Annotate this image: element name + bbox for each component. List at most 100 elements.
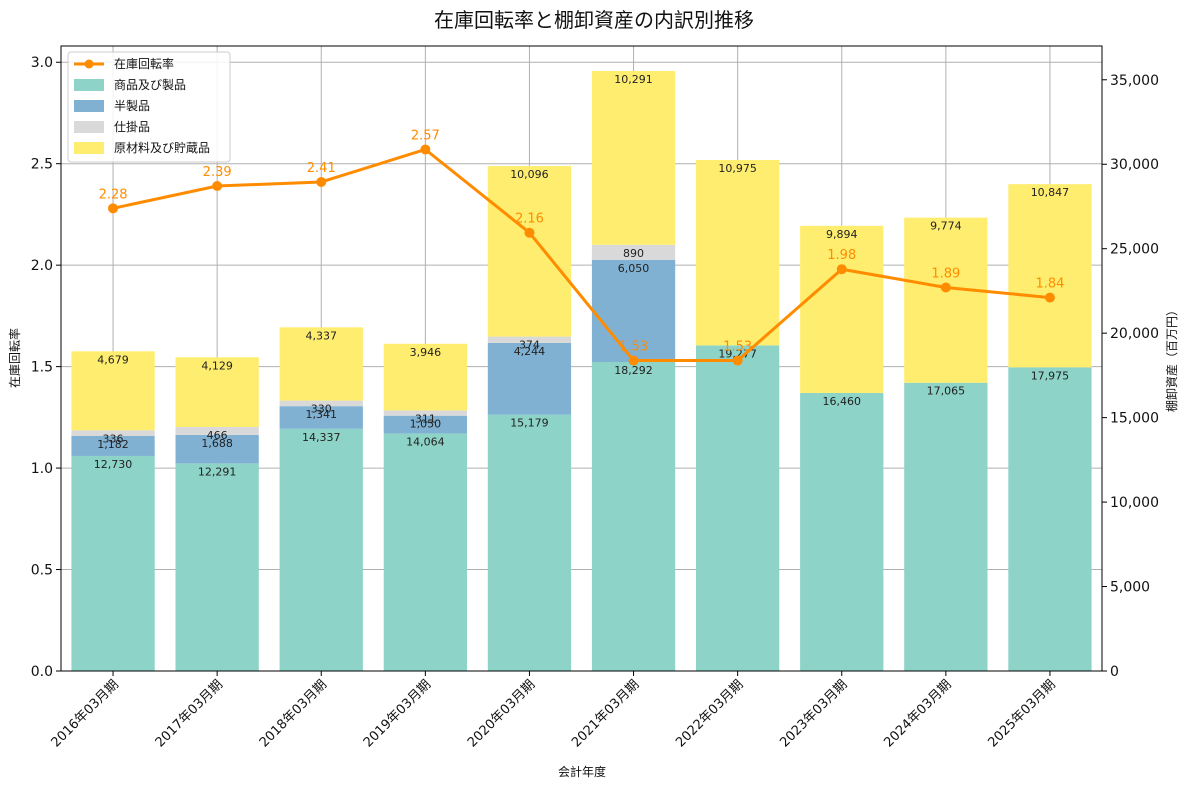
bar-segment xyxy=(1008,184,1092,368)
bar-segment xyxy=(71,455,155,671)
rate-value-label: 2.28 xyxy=(99,187,128,202)
bar-value-label: 3,946 xyxy=(410,346,442,359)
y-tick-label-right: 15,000 xyxy=(1110,411,1159,427)
bar-value-label: 4,244 xyxy=(514,345,546,358)
rate-point xyxy=(212,181,223,192)
bar-value-label: 10,291 xyxy=(614,73,653,86)
bar-value-label: 10,847 xyxy=(1031,186,1070,199)
y-tick-label-right: 25,000 xyxy=(1110,242,1159,258)
bar-segment xyxy=(175,434,259,464)
y-tick-label-left: 3.0 xyxy=(31,55,53,71)
bar-segment xyxy=(487,336,572,343)
legend-label: 原材料及び貯蔵品 xyxy=(114,141,210,155)
bar-value-label: 14,064 xyxy=(406,435,445,448)
chart-title: 在庫回転率と棚卸資産の内訳別推移 xyxy=(434,8,754,32)
bar-value-label: 9,774 xyxy=(930,220,962,233)
bar-value-label: 10,096 xyxy=(510,168,549,181)
bar-segment xyxy=(383,410,467,416)
bar-segment xyxy=(383,343,467,411)
y-tick-label-right: 5,000 xyxy=(1110,580,1150,596)
bar-value-label: 311 xyxy=(415,412,436,425)
rate-value-label: 1.89 xyxy=(931,266,960,281)
bar-segment xyxy=(383,433,467,671)
bar-segment xyxy=(591,362,676,671)
bar-value-label: 17,065 xyxy=(927,385,966,398)
rate-polyline xyxy=(112,147,1051,363)
y-tick-label-left: 0.0 xyxy=(31,664,53,680)
bar-value-label: 4,129 xyxy=(201,359,233,372)
bar-segment xyxy=(279,327,363,401)
rate-point xyxy=(316,176,327,187)
x-tick-label: 2017年03月期 xyxy=(153,677,226,750)
bar-segment xyxy=(487,166,572,337)
bars xyxy=(71,70,1092,671)
rate-value-label: 1.53 xyxy=(619,340,648,355)
bar-value-label: 890 xyxy=(623,247,644,260)
bar-value-label: 336 xyxy=(103,432,124,445)
rate-point xyxy=(524,227,535,238)
legend-label: 在庫回転率 xyxy=(114,56,174,71)
bar-segment xyxy=(904,382,988,671)
rate-point xyxy=(420,144,431,155)
y-tick-label-right: 10,000 xyxy=(1110,495,1159,511)
bar-segment xyxy=(279,400,363,407)
y-tick-label-left: 2.5 xyxy=(31,157,53,173)
y-axis-label-left: 在庫回転率 xyxy=(7,328,22,388)
bar-segment xyxy=(383,415,467,434)
bar-value-label: 1,688 xyxy=(201,437,233,450)
y-tick-label-left: 1.5 xyxy=(31,360,53,376)
x-axis-label: 会計年度 xyxy=(558,764,606,779)
bar-value-label: 1,182 xyxy=(97,438,129,451)
bar-segment xyxy=(175,463,259,671)
rate-value-label: 1.98 xyxy=(827,248,856,263)
legend-label: 半製品 xyxy=(114,99,150,113)
x-tick-label: 2023年03月期 xyxy=(777,677,850,750)
bar-value-label: 12,291 xyxy=(198,465,237,478)
bar-value-label: 374 xyxy=(519,339,540,352)
bar-segment xyxy=(696,345,780,671)
bar-value-label: 4,337 xyxy=(306,329,338,342)
bar-value-label: 4,679 xyxy=(97,353,129,366)
rate-value-label: 2.41 xyxy=(307,161,336,176)
bar-value-label: 16,460 xyxy=(823,395,862,408)
bar-value-label: 15,179 xyxy=(510,417,549,430)
legend-swatch xyxy=(74,100,104,112)
rate-value-label: 2.39 xyxy=(203,165,232,180)
rate-value-label: 2.57 xyxy=(411,128,440,143)
x-tick-label: 2020年03月期 xyxy=(465,677,538,750)
bar-segment xyxy=(71,436,155,456)
bar-value-label: 330 xyxy=(311,403,332,416)
y-tick-label-right: 35,000 xyxy=(1110,73,1159,89)
bar-segment xyxy=(591,244,676,260)
rate-value-label: 2.16 xyxy=(515,212,544,227)
bar-segment xyxy=(591,70,676,245)
y-tick-label-right: 20,000 xyxy=(1110,326,1159,342)
bar-value-label: 12,730 xyxy=(94,458,133,471)
bar-segment xyxy=(696,159,780,346)
y-tick-label-left: 1.0 xyxy=(31,461,53,477)
y-axis-label-right: 棚卸資産（百万円） xyxy=(1164,304,1179,412)
y-tick-label-left: 0.5 xyxy=(31,563,53,579)
bar-segment xyxy=(800,225,884,393)
bar-value-label: 14,337 xyxy=(302,431,341,444)
x-tick-label: 2024年03月期 xyxy=(881,677,954,750)
legend-label: 商品及び製品 xyxy=(114,77,186,92)
x-tick-label: 2018年03月期 xyxy=(257,677,330,750)
rate-value-label: 1.84 xyxy=(1035,277,1064,292)
x-tick-label: 2016年03月期 xyxy=(49,677,122,750)
x-tick-label: 2025年03月期 xyxy=(985,677,1058,750)
bar-value-label: 10,975 xyxy=(718,162,757,175)
y-tick-label-left: 2.0 xyxy=(31,258,53,274)
y-tick-label-right: 30,000 xyxy=(1110,157,1159,173)
bar-value-label: 1,050 xyxy=(410,418,442,431)
rate-point xyxy=(628,355,639,366)
bar-segment xyxy=(71,351,155,431)
legend-point-marker xyxy=(84,59,94,69)
rate-point xyxy=(732,355,743,366)
rate-value-label: 1.53 xyxy=(723,340,752,355)
bar-segment xyxy=(279,428,363,671)
bar-value-label: 6,050 xyxy=(618,262,650,275)
bar-segment xyxy=(175,426,259,435)
